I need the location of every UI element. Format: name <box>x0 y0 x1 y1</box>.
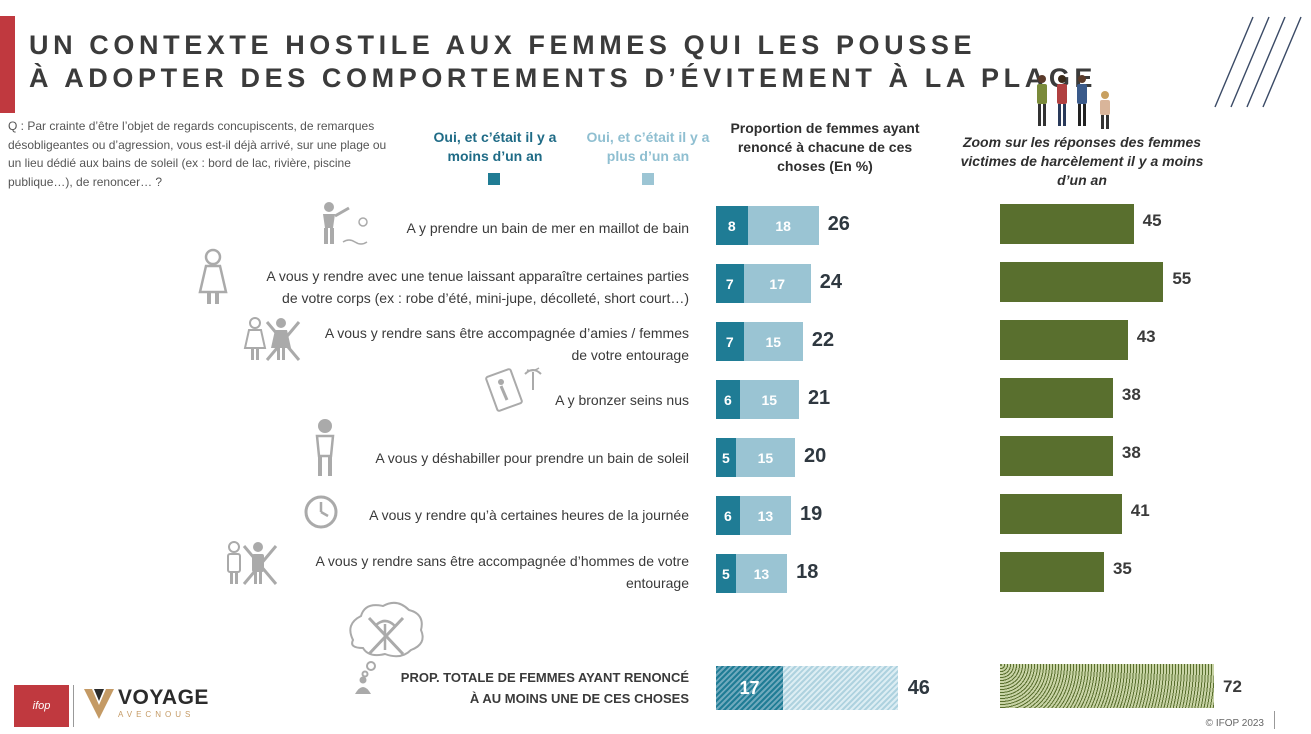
bar-overall-recent: 17 <box>716 666 784 710</box>
total-value-3: 22 <box>811 329 835 351</box>
item-label-6-line-1: A vous y rendre qu’à certaines heures de… <box>369 507 689 523</box>
item-label-4-line-1: A y bronzer seins nus <box>555 392 689 408</box>
zoom-value-2: 55 <box>1172 269 1192 288</box>
people-illustration-icon <box>1037 75 1110 129</box>
zoom-bar-3 <box>1000 320 1128 360</box>
bar-overall-older <box>783 666 898 710</box>
overall-total-label-line-2: À AU MOINS UNE DE CES CHOSES <box>469 690 689 706</box>
item-label-1-line-1: A y prendre un bain de mer en maillot de… <box>406 220 689 236</box>
item-label-5-line-1: A vous y déshabiller pour prendre un bai… <box>375 450 689 466</box>
total-value-5: 20 <box>804 445 827 467</box>
bar-older-5: 15 <box>735 438 795 477</box>
total-value-7: 18 <box>796 561 819 583</box>
ifop-logo: ifop <box>14 685 69 727</box>
zoom-bar-2 <box>1000 262 1164 302</box>
survey-question: Q : Par crainte d’être l’objet de regard… <box>8 119 387 189</box>
item-label-3: A vous y rendre sans être accompagnée d’… <box>325 323 689 366</box>
clock-icon <box>304 495 338 529</box>
column-header-total: Proportion de femmes ayant renoncé à cha… <box>730 120 920 174</box>
zoom-bar-6 <box>1000 494 1122 534</box>
bar-recent-1: 8 <box>716 206 748 245</box>
item-label-2-line-1: A vous y rendre avec une tenue laissant … <box>266 268 689 284</box>
total-value-4: 21 <box>807 387 831 409</box>
thought-beach-crossed-icon <box>349 601 424 694</box>
overall-total-value: 46 <box>907 677 930 699</box>
group-crossed-icon <box>243 317 301 361</box>
zoom-value-7: 35 <box>1112 559 1132 578</box>
bar-older-1: 18 <box>747 206 819 245</box>
zoom-value-5: 38 <box>1121 443 1141 462</box>
column-header-zoom: Zoom sur les réponses des femmes victime… <box>960 134 1204 188</box>
accent-bar <box>0 16 15 113</box>
overall-total-label-line-1: PROP. TOTALE DE FEMMES AYANT RENONCÉ <box>400 670 689 685</box>
woman-swimsuit-icon <box>315 419 335 476</box>
item-label-5: A vous y déshabiller pour prendre un bai… <box>375 448 689 470</box>
total-value-6: 19 <box>800 503 823 525</box>
item-label-7-line-1: A vous y rendre sans être accompagnée d’… <box>315 553 689 569</box>
bar-older-7: 13 <box>735 554 788 593</box>
bar-recent-4: 6 <box>716 380 740 419</box>
legend-swatch-older <box>642 173 654 185</box>
bar-recent-3: 7 <box>716 322 744 361</box>
bar-recent-6: 6 <box>716 496 740 535</box>
legend-swatch-recent <box>488 173 500 185</box>
zoom-overall-value: 72 <box>1223 677 1242 696</box>
dress-icon <box>198 248 228 304</box>
item-label-4: A y bronzer seins nus <box>555 390 689 412</box>
voyage-logo-text: VOYAGE <box>118 686 209 709</box>
zoom-bar-7 <box>1000 552 1104 592</box>
page-title-line-2: À ADOPTER DES COMPORTEMENTS D’ÉVITEMENT … <box>29 63 1098 93</box>
item-label-3-line-2: de votre entourage <box>571 346 689 363</box>
men-crossed-icon <box>227 541 278 585</box>
total-value-2: 24 <box>819 271 843 293</box>
total-value-1: 26 <box>827 213 850 235</box>
zoom-bar-4 <box>1000 378 1113 418</box>
bar-older-6: 13 <box>739 496 792 535</box>
item-label-1: A y prendre un bain de mer en maillot de… <box>406 218 689 240</box>
item-label-6: A vous y rendre qu’à certaines heures de… <box>369 505 689 527</box>
copyright-rule <box>1274 711 1275 729</box>
zoom-value-4: 38 <box>1121 385 1141 404</box>
bar-older-4: 15 <box>739 380 799 419</box>
zoom-value-3: 43 <box>1136 327 1156 346</box>
zoom-bar-1 <box>1000 204 1134 244</box>
column-header-older: Oui, et c’était il y a plus d’un an <box>586 129 710 164</box>
item-label-3-line-1: A vous y rendre sans être accompagnée d’… <box>324 325 689 341</box>
copyright: © IFOP 2023 <box>1205 718 1264 729</box>
column-header-recent: Oui, et c’était il y a moins d’un an <box>433 129 557 164</box>
page-title-line-1: UN CONTEXTE HOSTILE AUX FEMMES QUI LES P… <box>29 30 977 60</box>
bar-recent-2: 7 <box>716 264 744 303</box>
voyage-logo-subtext: AVECNOUS <box>118 710 195 719</box>
bar-older-3: 15 <box>743 322 803 361</box>
voyage-logo-mark-icon <box>84 689 114 719</box>
item-label-2: A vous y rendre avec une tenue laissant … <box>266 266 689 309</box>
zoom-bar-overall <box>1000 664 1214 708</box>
diagonal-lines-decoration <box>1214 16 1302 108</box>
zoom-value-6: 41 <box>1130 501 1150 520</box>
swimmer-icon <box>323 202 368 245</box>
zoom-bar-5 <box>1000 436 1113 476</box>
item-label-2-line-2: de votre corps (ex : robe d’été, mini-ju… <box>282 289 689 306</box>
zoom-value-1: 45 <box>1142 211 1162 230</box>
overall-total-label: PROP. TOTALE DE FEMMES AYANT RENONCÉ À A… <box>401 668 689 710</box>
bar-recent-7: 5 <box>716 554 736 593</box>
item-label-7: A vous y rendre sans être accompagnée d’… <box>315 551 689 594</box>
bar-older-2: 17 <box>743 264 811 303</box>
logo-separator <box>73 685 74 727</box>
sunbathing-icon <box>485 367 542 412</box>
item-label-7-line-2: entourage <box>625 574 689 591</box>
bar-recent-5: 5 <box>716 438 736 477</box>
